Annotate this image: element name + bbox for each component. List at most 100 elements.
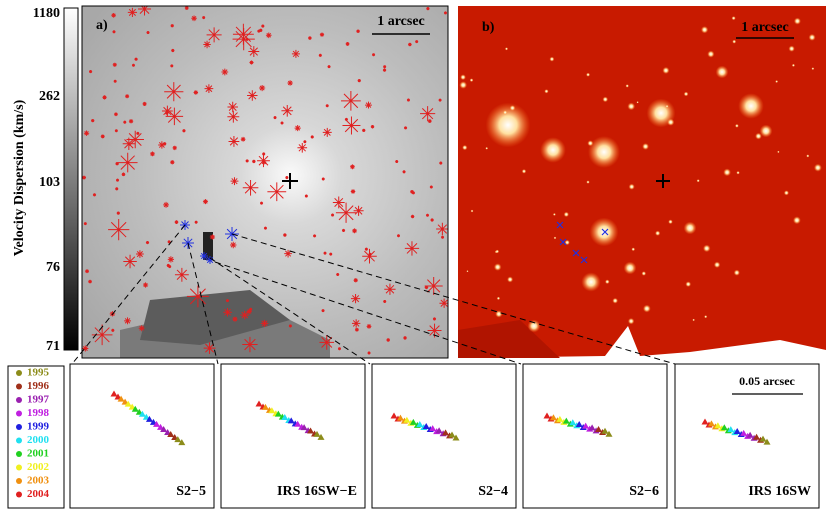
- position-marker: [274, 410, 282, 417]
- source-marker: [362, 128, 366, 133]
- source-marker: [273, 116, 277, 120]
- source-marker: [123, 254, 137, 269]
- star: [495, 310, 503, 318]
- source-marker: [126, 130, 144, 149]
- position-marker: [582, 422, 590, 429]
- source-marker: [303, 140, 307, 144]
- source-marker: [182, 129, 186, 133]
- source-marker: [202, 16, 206, 20]
- star: [731, 16, 736, 21]
- star: [685, 281, 692, 287]
- source-marker: [430, 218, 434, 222]
- position-marker: [759, 435, 767, 442]
- source-marker: [108, 219, 130, 241]
- source-marker: [191, 15, 197, 22]
- source-marker: [362, 248, 377, 264]
- star: [696, 179, 700, 183]
- source-marker: [332, 196, 345, 209]
- source-marker: [386, 338, 390, 342]
- star: [738, 93, 764, 119]
- source-marker: [247, 90, 258, 101]
- source-marker: [404, 126, 408, 130]
- position-marker: [605, 430, 613, 437]
- source-marker: [432, 317, 436, 321]
- colorbar-label: Velocity Dispersion (km/s): [12, 99, 27, 256]
- source-marker: [429, 185, 433, 189]
- inset-name: S2−5: [176, 484, 206, 499]
- position-marker: [569, 419, 577, 426]
- source-marker: [436, 222, 448, 236]
- star: [462, 144, 468, 151]
- source-marker: [283, 233, 287, 237]
- star: [627, 317, 635, 325]
- legend-label: 1999: [27, 421, 50, 433]
- source-marker: [227, 110, 240, 123]
- source-marker: [172, 145, 177, 151]
- position-marker: [124, 400, 132, 407]
- source-marker: [174, 220, 179, 224]
- source-marker: [204, 84, 214, 94]
- source-marker: [123, 120, 127, 124]
- source-marker: [345, 42, 350, 46]
- source-marker: [158, 141, 166, 149]
- source-marker: [281, 104, 294, 117]
- source-marker: [260, 201, 264, 205]
- position-marker: [403, 416, 411, 423]
- marker: [559, 238, 567, 246]
- source-marker: [116, 211, 120, 215]
- position-marker: [307, 427, 315, 434]
- source-marker: [284, 249, 292, 258]
- source-marker: [91, 118, 95, 123]
- star: [459, 81, 468, 89]
- star: [759, 124, 773, 138]
- star: [509, 105, 516, 111]
- star: [723, 168, 731, 177]
- legend-marker: [16, 491, 22, 498]
- position-marker: [595, 426, 603, 433]
- source-marker: [439, 161, 443, 165]
- source-marker: [263, 226, 267, 230]
- position-marker: [556, 415, 564, 422]
- star: [460, 74, 466, 81]
- source-marker: [184, 6, 189, 10]
- source-marker: [424, 276, 443, 295]
- position-marker: [588, 424, 596, 431]
- star: [813, 163, 822, 172]
- star: [470, 209, 474, 213]
- star: [466, 270, 469, 273]
- inset-name: IRS 16SW: [748, 484, 811, 499]
- source-marker: [166, 263, 170, 268]
- source-marker: [382, 68, 387, 72]
- source-marker: [136, 131, 140, 135]
- position-marker: [740, 429, 748, 436]
- star: [485, 146, 489, 150]
- inset-scale: 0.05 arcsec: [739, 374, 795, 388]
- source-marker: [136, 250, 144, 258]
- position-marker: [452, 434, 460, 441]
- source-marker: [88, 279, 92, 284]
- star: [504, 47, 509, 51]
- star: [552, 213, 556, 216]
- star: [587, 140, 594, 147]
- source-marker: [170, 24, 174, 28]
- star: [792, 216, 801, 225]
- source-marker: [321, 309, 325, 313]
- panel-b-label: b): [482, 20, 495, 35]
- star: [564, 239, 570, 246]
- source-marker: [92, 193, 97, 197]
- star: [713, 261, 721, 268]
- star: [540, 137, 566, 163]
- legend-label: 2001: [27, 448, 49, 460]
- source-marker: [174, 267, 189, 282]
- position-marker: [390, 412, 398, 419]
- source-marker: [319, 335, 335, 350]
- star: [755, 132, 762, 140]
- star: [665, 104, 669, 108]
- position-marker: [287, 417, 295, 424]
- source-marker: [249, 307, 253, 311]
- position-marker: [396, 414, 404, 421]
- source-marker: [122, 137, 136, 150]
- legend-label: 2000: [27, 434, 50, 446]
- source-marker: [395, 160, 399, 164]
- source-marker: [203, 40, 211, 49]
